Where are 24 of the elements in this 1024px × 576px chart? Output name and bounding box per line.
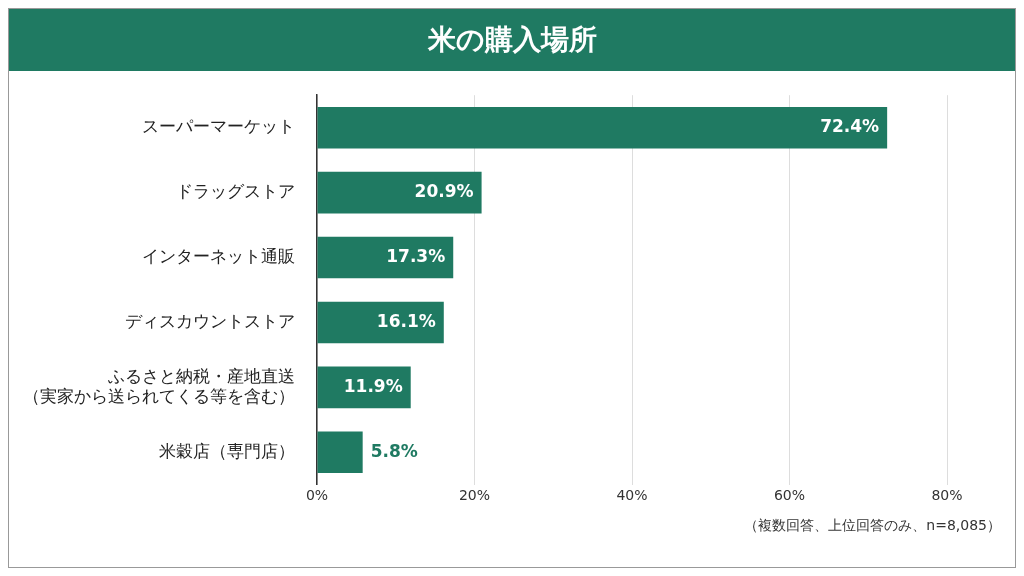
data-label: 16.1% <box>376 310 436 331</box>
y-tick-label: ドラッグストア <box>176 181 295 202</box>
chart-title: 米の購入場所 <box>9 9 1015 71</box>
bar <box>317 171 482 214</box>
bar <box>317 301 444 344</box>
y-tick-label: 米穀店（専門店） <box>159 440 295 461</box>
bar <box>317 236 454 279</box>
text: （複数回答、上位回答のみ、n=8,085） <box>743 517 1002 535</box>
data-label: 72.4% <box>820 116 880 137</box>
x-tick-label: 60% <box>773 486 806 503</box>
y-tick-label: ふるさと納税・産地直送（実家から送られてくる等を含む） <box>23 365 295 407</box>
data-label: 20.9% <box>414 181 474 202</box>
x-tick-label: 80% <box>931 486 963 503</box>
y-tick-label: インターネット通販 <box>142 245 295 266</box>
data-label: 17.3% <box>386 245 446 266</box>
data-label: 5.8% <box>370 440 418 461</box>
bar <box>317 431 363 474</box>
x-tick-label: 40% <box>616 486 648 503</box>
y-tick-label: スーパーマーケット <box>142 116 295 137</box>
x-tick-label: 0% <box>305 486 329 503</box>
bar <box>317 106 888 149</box>
data-label: 11.9% <box>343 375 403 396</box>
y-tick-label: ディスカウントストア <box>125 310 295 331</box>
x-tick-label: 20% <box>458 486 491 503</box>
